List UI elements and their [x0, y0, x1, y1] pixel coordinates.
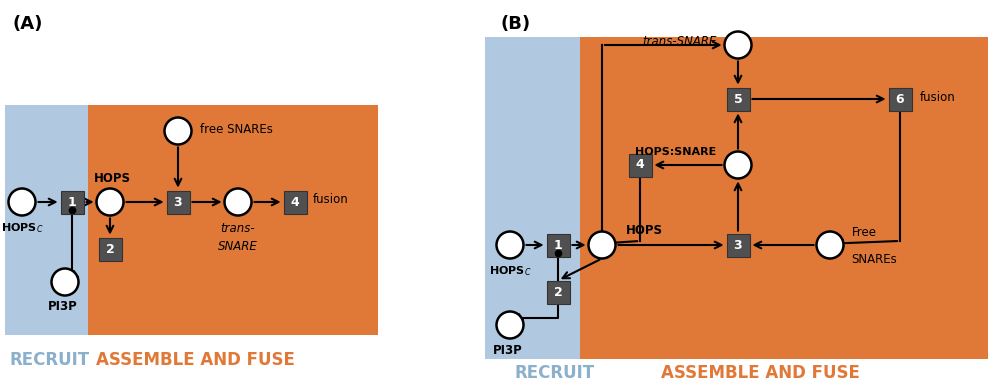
Text: 1: 1	[554, 238, 562, 252]
Circle shape	[52, 269, 78, 296]
Text: 6: 6	[896, 92, 904, 106]
Text: 1: 1	[68, 195, 76, 209]
FancyBboxPatch shape	[726, 87, 750, 111]
Circle shape	[496, 231, 524, 259]
Text: 3: 3	[734, 238, 742, 252]
Text: HOPS$_C$: HOPS$_C$	[1, 221, 43, 235]
Circle shape	[724, 151, 752, 178]
FancyBboxPatch shape	[60, 190, 84, 214]
Text: trans-: trans-	[221, 221, 255, 235]
Text: ASSEMBLE AND FUSE: ASSEMBLE AND FUSE	[661, 364, 859, 382]
FancyBboxPatch shape	[485, 37, 627, 359]
Circle shape	[724, 31, 752, 58]
Circle shape	[496, 312, 524, 339]
Text: fusion: fusion	[313, 192, 348, 205]
Text: 3: 3	[174, 195, 182, 209]
Text: 2: 2	[554, 286, 562, 298]
Text: fusion: fusion	[920, 91, 955, 103]
Circle shape	[817, 231, 844, 259]
Text: HOPS:SNARE: HOPS:SNARE	[635, 147, 716, 157]
Text: HOPS: HOPS	[626, 224, 662, 237]
Text: 5: 5	[734, 92, 742, 106]
Text: 4: 4	[636, 159, 644, 171]
Text: (B): (B)	[500, 15, 530, 33]
FancyBboxPatch shape	[546, 233, 570, 257]
FancyBboxPatch shape	[284, 190, 306, 214]
Text: free SNAREs: free SNAREs	[200, 123, 272, 135]
Text: ASSEMBLE AND FUSE: ASSEMBLE AND FUSE	[96, 351, 294, 369]
Text: PI3P: PI3P	[493, 344, 523, 356]
FancyBboxPatch shape	[546, 281, 570, 303]
Text: RECRUIT: RECRUIT	[515, 364, 595, 382]
Text: SNAREs: SNAREs	[852, 253, 897, 266]
FancyBboxPatch shape	[5, 105, 110, 335]
FancyBboxPatch shape	[889, 87, 912, 111]
FancyBboxPatch shape	[99, 238, 122, 260]
Circle shape	[164, 118, 192, 144]
Circle shape	[97, 188, 124, 216]
FancyBboxPatch shape	[88, 105, 378, 335]
Circle shape	[588, 231, 616, 259]
Text: Free: Free	[852, 226, 876, 239]
Text: trans-SNARE: trans-SNARE	[642, 34, 716, 48]
FancyBboxPatch shape	[629, 154, 652, 176]
Text: 2: 2	[106, 243, 114, 255]
Text: PI3P: PI3P	[48, 300, 78, 313]
Text: HOPS: HOPS	[94, 171, 130, 185]
FancyBboxPatch shape	[726, 233, 750, 257]
Text: HOPS$_C$: HOPS$_C$	[489, 264, 531, 278]
Circle shape	[8, 188, 36, 216]
FancyBboxPatch shape	[166, 190, 190, 214]
Text: RECRUIT: RECRUIT	[10, 351, 90, 369]
Text: 4: 4	[291, 195, 299, 209]
FancyBboxPatch shape	[580, 37, 988, 359]
Text: (A): (A)	[12, 15, 42, 33]
Text: SNARE: SNARE	[218, 240, 258, 253]
Circle shape	[224, 188, 252, 216]
